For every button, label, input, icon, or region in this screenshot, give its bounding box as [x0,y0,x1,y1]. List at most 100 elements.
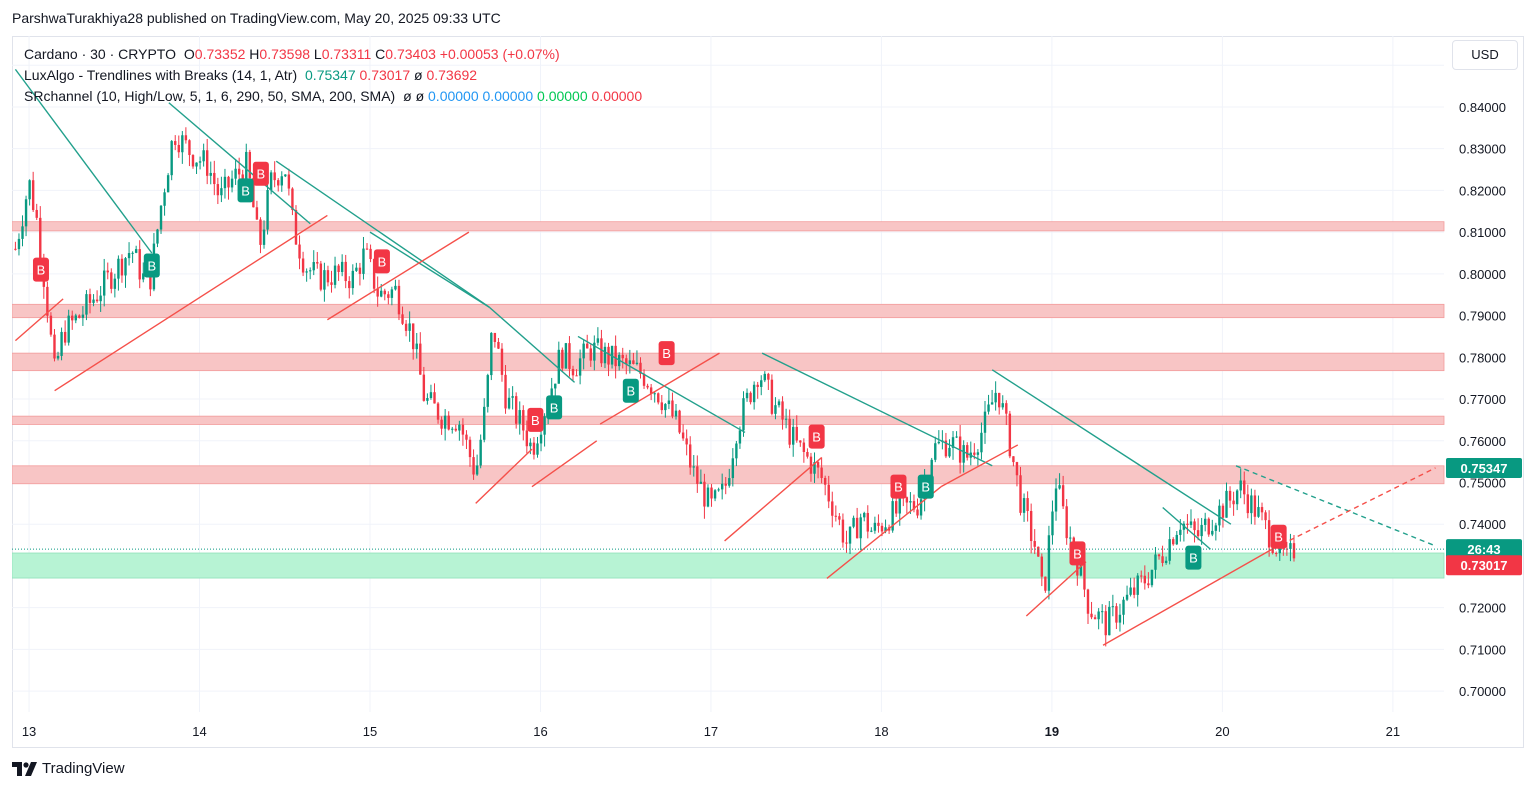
legend-row-srchannel[interactable]: SRchannel (10, High/Low, 5, 1, 6, 290, 5… [24,86,642,107]
candle-body [1093,617,1097,620]
candle-body [1061,485,1065,507]
break-label-teal-box [622,378,639,403]
candle-body [674,410,678,417]
price-axis-label-box [1446,539,1522,560]
break-label-red-box [1270,524,1287,549]
break-label-teal-box [546,395,563,420]
candle-body [997,392,1001,408]
candle-body [1054,488,1058,512]
candle-body [1005,403,1008,414]
up-trendline [14,298,64,342]
candle-body [308,270,312,272]
candle-body [301,258,305,273]
x-tick-label: 13 [22,724,36,739]
candle-body [1267,520,1271,548]
candle-body [198,161,202,163]
legend-high-label: H [249,46,260,62]
candle-body [259,219,262,245]
candle-body [816,462,820,468]
candle-body [1015,462,1019,476]
chart-frame [12,36,1524,748]
candle-body [298,244,301,259]
candle-body [177,144,180,153]
candle-body [174,141,177,145]
candle-body [369,248,372,260]
candle-body [81,314,85,318]
candle-body [735,443,738,459]
candle-body [397,285,401,315]
candle-body [806,451,809,457]
x-tick-label: 14 [192,724,206,739]
candle-body [990,402,994,405]
candle-body [1193,521,1196,531]
down-trendline [761,352,993,467]
candle-body [21,226,24,239]
candle-body [156,229,159,244]
candle-body [717,489,720,491]
candle-body [1168,539,1171,561]
candle-body [1175,534,1178,545]
candle-body [1285,548,1289,550]
candle-body [294,210,298,245]
srchannel-indicator-name: SRchannel (10, High/Low, 5, 1, 6, 290, 5… [24,88,396,104]
srchannel-null-symbol-2: ø [415,88,425,104]
candle-body [1122,599,1125,615]
luxalgo-value-3: 0.73692 [426,67,478,83]
candle-body [1026,498,1029,511]
candle-body [1211,530,1214,535]
candle-body [823,477,827,485]
candle-body [1065,506,1068,539]
tradingview-logo-icon [12,761,37,776]
candle-body [1143,575,1147,584]
candle-body [763,373,766,381]
candle-body [610,345,614,365]
break-label-red-text: B [1073,546,1082,561]
candle-body [774,405,777,414]
y-tick-label: 0.74000 [1459,517,1506,532]
candle-body [976,452,980,455]
candle-body [479,439,482,466]
candle-body [1225,490,1228,518]
break-label-red-box [32,257,49,282]
candle-body [436,403,440,420]
candle-body [326,270,330,283]
candle-body [1115,606,1118,623]
price-axis-label-text: 26:43 [1467,542,1500,557]
candle-body [1189,521,1193,525]
candle-body [532,442,536,455]
candle-body [593,342,596,361]
srchannel-null-symbol-1: ø [403,88,412,104]
candle-body [387,294,390,298]
candle-body [1008,413,1012,457]
candle-body [713,490,717,499]
candle-body [262,229,266,245]
up-trendline [1102,547,1274,646]
currency-button[interactable]: USD [1452,40,1518,70]
legend-row-luxalgo[interactable]: LuxAlgo - Trendlines with Breaks (14, 1,… [24,65,642,86]
candle-body [14,248,17,250]
candle-body [1235,490,1239,505]
candle-body [1250,495,1253,514]
candle-body [216,184,220,196]
candle-body [649,387,653,394]
legend-row-symbol[interactable]: Cardano · 30 · CRYPTO O0.73352 H0.73598 … [24,44,642,65]
x-tick-label: 18 [874,724,888,739]
candle-body [365,248,369,250]
candle-body [223,176,227,189]
candle-body [319,263,323,290]
candle-body [983,411,987,433]
tradingview-brand[interactable]: TradingView [12,760,125,777]
candle-body [944,440,948,457]
candle-body [575,375,578,377]
candle-body [1090,613,1093,618]
candle-body [681,432,685,439]
candle-body [330,282,333,285]
candle-body [269,172,273,191]
candle-body [1129,587,1132,595]
support-zone [12,552,1445,579]
candle-body [1097,611,1100,620]
candle-body [951,437,955,448]
up-trendline [475,448,533,504]
candle-body [291,188,294,211]
